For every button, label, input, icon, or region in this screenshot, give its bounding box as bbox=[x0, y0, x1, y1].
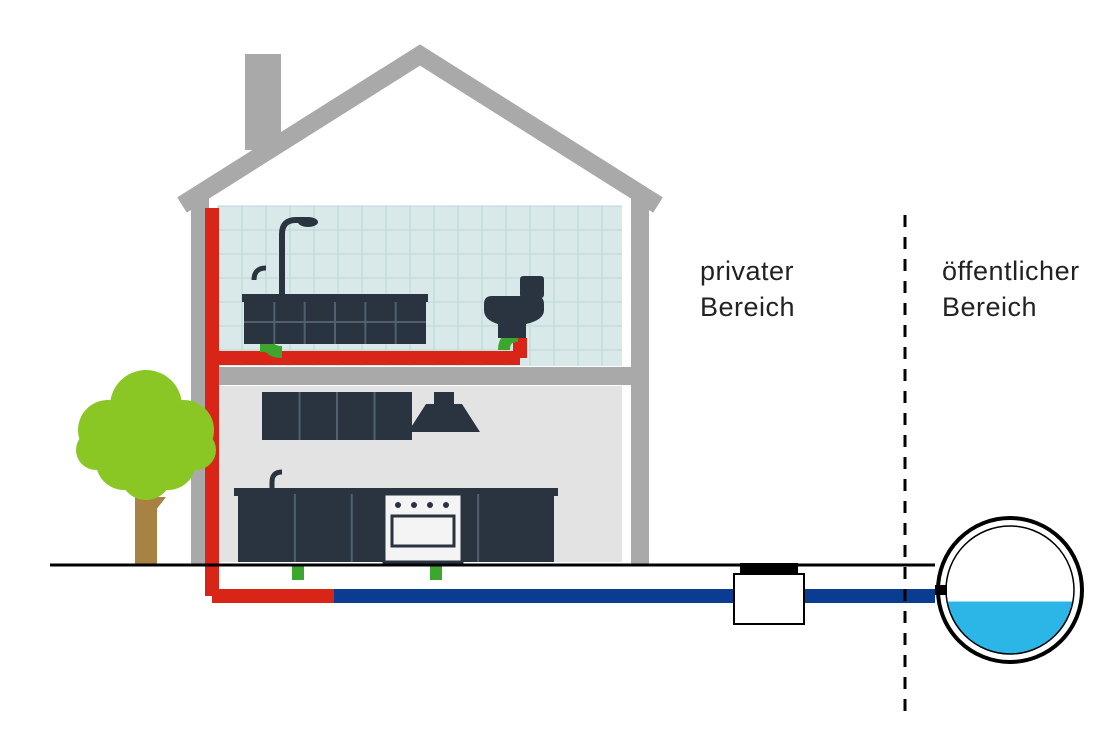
stove-knob bbox=[411, 502, 417, 508]
bathtub-rim bbox=[242, 294, 428, 302]
tree-foliage bbox=[76, 430, 116, 470]
tree-foliage bbox=[120, 448, 172, 500]
inspection-lid bbox=[740, 563, 798, 574]
label-public-1: öffentlicher bbox=[942, 256, 1080, 286]
tree-foliage bbox=[176, 430, 216, 470]
label-private-2: Bereich bbox=[700, 292, 795, 322]
label-public-2: Bereich bbox=[942, 292, 1037, 322]
shower-head-icon bbox=[298, 217, 318, 227]
stove-knob bbox=[443, 502, 449, 508]
inspection-chamber bbox=[734, 574, 804, 624]
stove-knob bbox=[395, 502, 401, 508]
label-private-1: privater bbox=[700, 256, 794, 286]
stove-knob bbox=[427, 502, 433, 508]
range-hood-duct bbox=[434, 392, 454, 406]
toilet-tank bbox=[520, 276, 544, 298]
